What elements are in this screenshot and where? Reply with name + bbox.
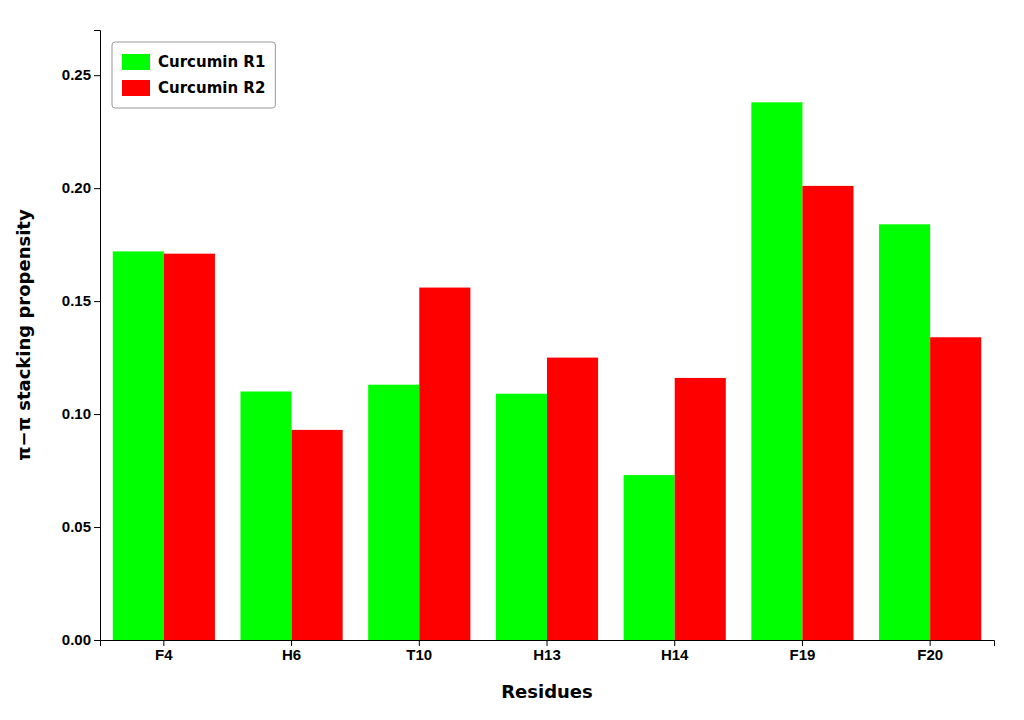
y-tick: 0.00 — [62, 631, 100, 648]
chart: F4H6T10H13H14F19F200.000.050.100.150.200… — [0, 0, 1024, 720]
y-axis-title: π−π stacking propensity — [13, 209, 34, 461]
plot: F4H6T10H13H14F19F200.000.050.100.150.200… — [13, 31, 995, 703]
bar — [113, 251, 164, 640]
series — [113, 102, 930, 640]
y-tick: 0.15 — [62, 292, 100, 309]
bar — [547, 358, 598, 640]
bar — [496, 394, 547, 640]
x-axis-title: Residues — [501, 681, 593, 702]
legend-swatch — [122, 54, 150, 70]
y-tick-mark — [94, 640, 100, 641]
y-tick: 0.05 — [62, 518, 100, 535]
bar — [879, 224, 930, 640]
bar — [751, 102, 802, 640]
series — [164, 186, 981, 640]
x-tick-label: F20 — [917, 646, 943, 663]
bar — [624, 475, 675, 640]
x-axis: F4 H6 T10 H13 H14 F19 F20 — [101, 640, 995, 663]
y-tick: 0.20 — [62, 179, 100, 196]
y-tick-label: 0.15 — [62, 292, 91, 309]
legend-item: Curcumin R2 — [122, 79, 265, 97]
x-tick: H6 — [282, 640, 301, 663]
bar — [240, 391, 291, 640]
y-tick-label: 0.05 — [62, 518, 91, 535]
y-tick-label: 0.25 — [62, 66, 91, 83]
bars — [113, 102, 981, 640]
bar — [164, 254, 215, 640]
bar — [675, 378, 726, 640]
legend-label: Curcumin R1 — [158, 53, 265, 71]
bar — [930, 337, 981, 640]
y-tick-label: 0.10 — [62, 405, 91, 422]
y-tick-mark — [94, 188, 100, 189]
legend: Curcumin R1 Curcumin R2 — [112, 42, 275, 108]
y-tick-mark — [94, 414, 100, 415]
y-tick-mark — [94, 75, 100, 76]
legend-label: Curcumin R2 — [158, 79, 265, 97]
x-tick-label: T10 — [406, 646, 432, 663]
y-axis: 0.00 0.05 0.10 0.15 0.20 0.25 — [62, 31, 101, 649]
x-tick: F20 — [917, 640, 943, 663]
x-tick: F19 — [789, 640, 815, 663]
x-tick: H13 — [533, 640, 561, 663]
x-tick-label: F19 — [789, 646, 815, 663]
y-tick: 0.25 — [62, 66, 100, 83]
x-tick-label: H14 — [661, 646, 689, 663]
x-tick-label: H6 — [282, 646, 301, 663]
y-axis-line — [94, 31, 101, 641]
x-tick-label: F4 — [155, 646, 173, 663]
legend-item: Curcumin R1 — [122, 53, 265, 71]
y-tick-mark — [94, 301, 100, 302]
y-tick-label: 0.00 — [62, 631, 91, 648]
x-tick: F4 — [155, 640, 173, 663]
bar — [419, 288, 470, 640]
bar — [292, 430, 343, 640]
y-tick: 0.10 — [62, 405, 100, 422]
x-tick-label: H13 — [533, 646, 561, 663]
y-tick-label: 0.20 — [62, 179, 91, 196]
x-tick: H14 — [661, 640, 689, 663]
legend-swatch — [122, 80, 150, 96]
x-tick: T10 — [406, 640, 432, 663]
legend-frame — [112, 42, 275, 108]
bar — [802, 186, 853, 640]
y-tick-mark — [94, 527, 100, 528]
bar — [368, 385, 419, 640]
